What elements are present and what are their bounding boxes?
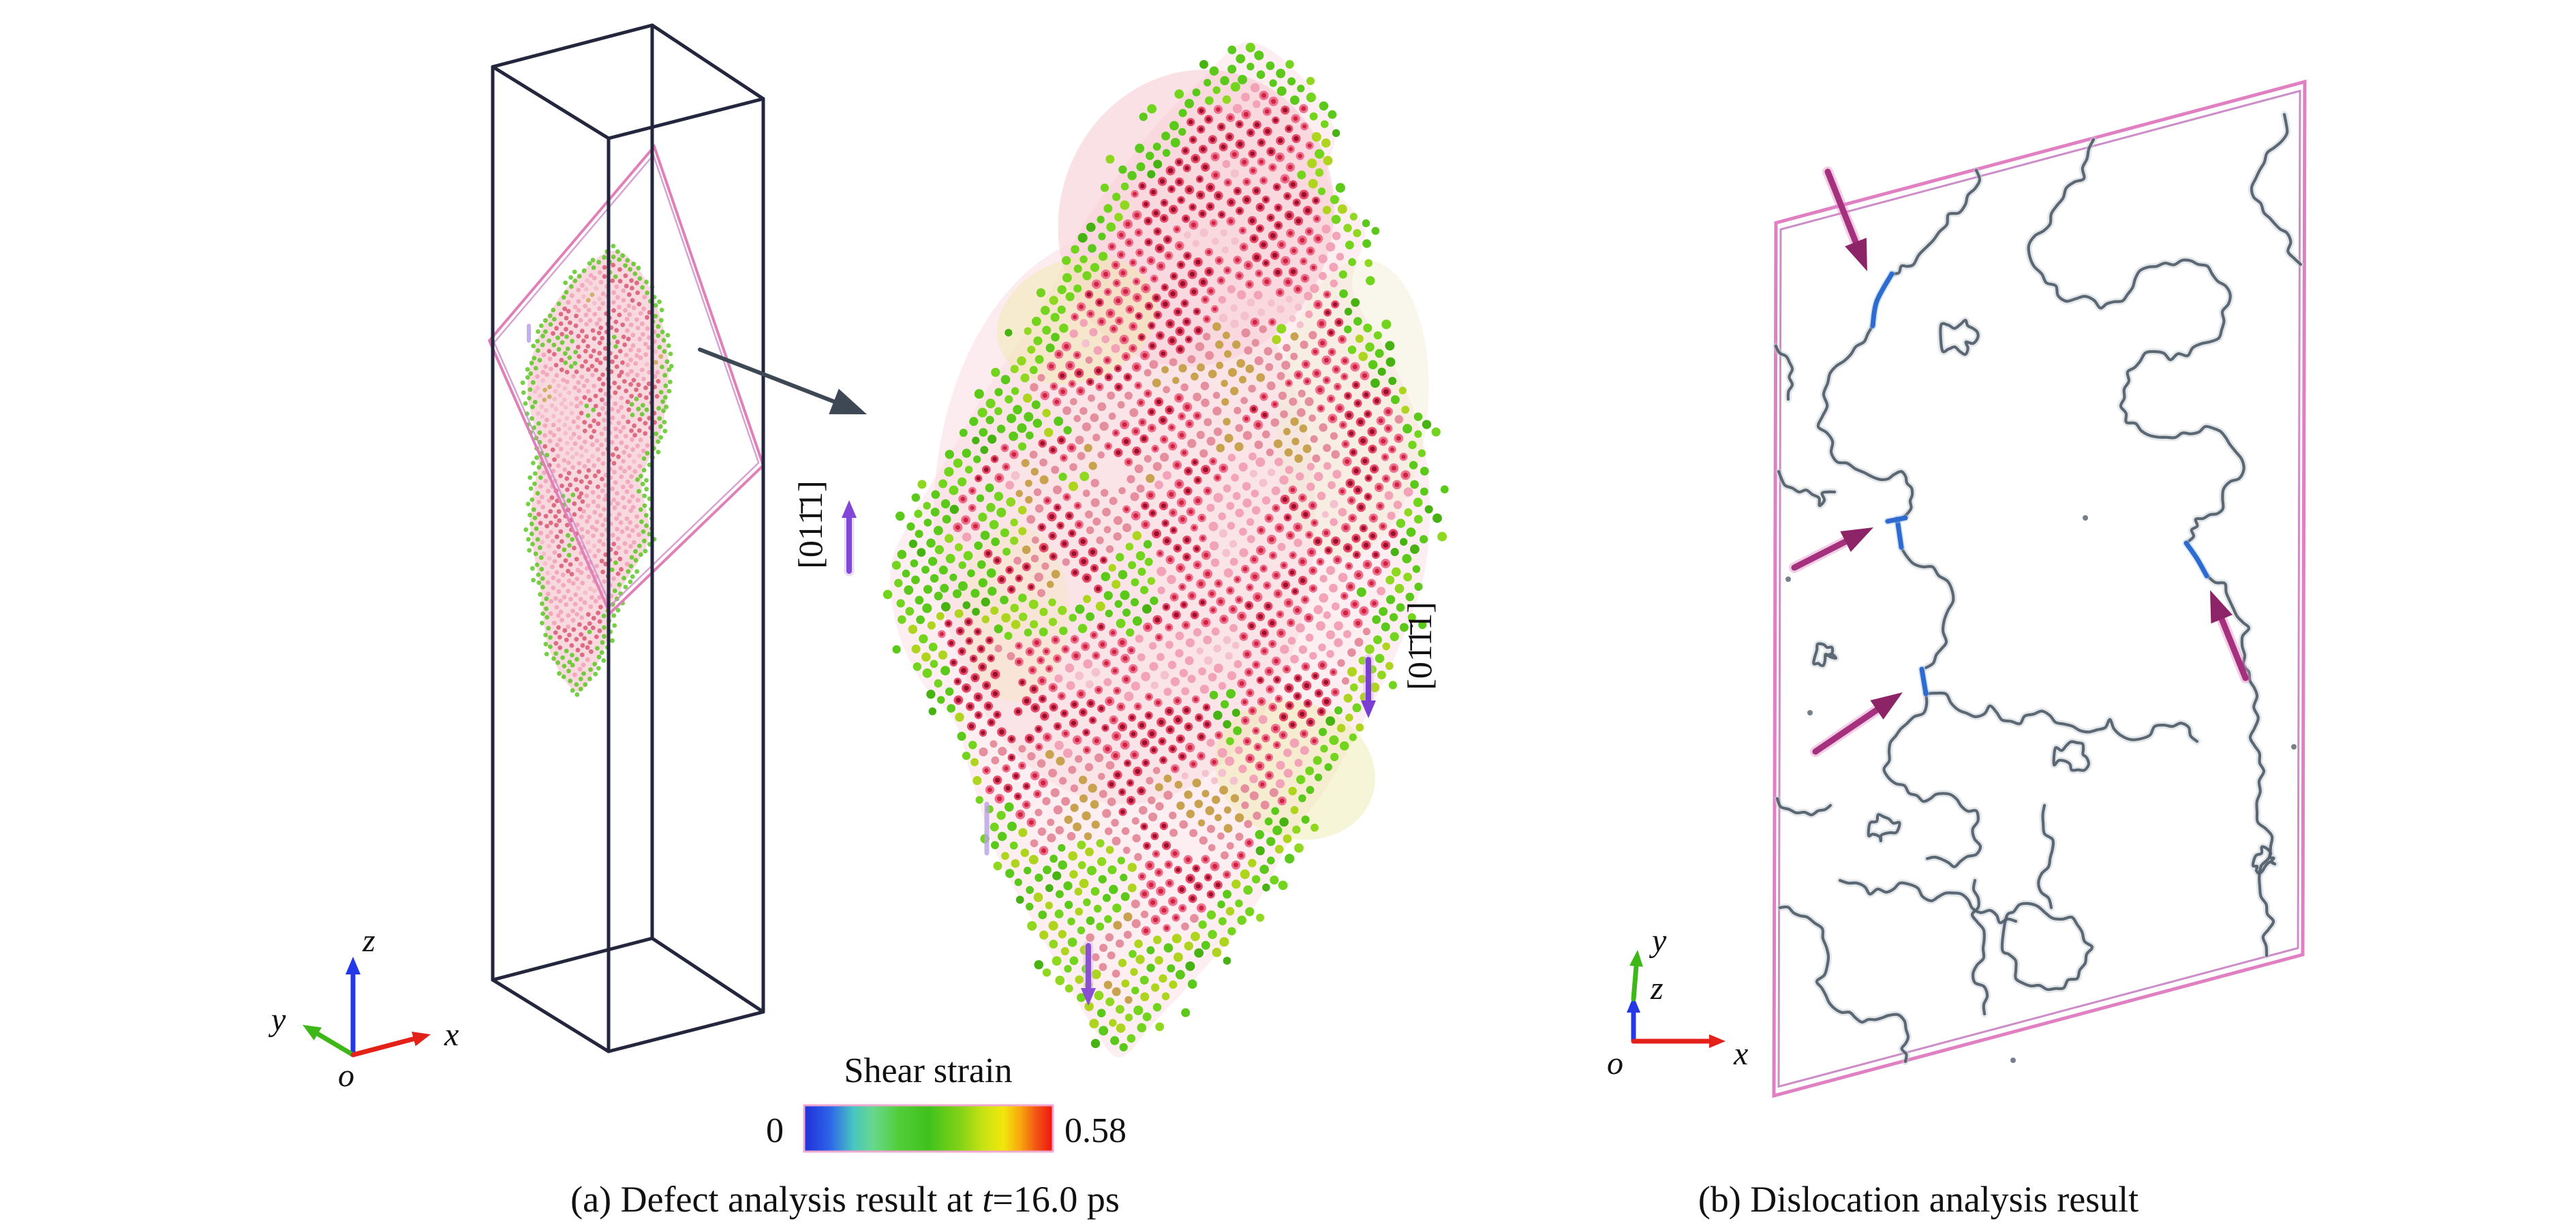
zoom-pointer-arrow [698,348,867,414]
direction-arrow-right [1361,654,1376,718]
dislocation-blue-segments [1869,270,2211,698]
caption-b: (b) Dislocation analysis result [1698,1179,2138,1220]
dislocation-arrow [2210,590,2251,683]
dislocation-network [1773,111,2304,1065]
dislocation-arrow [1810,692,1903,757]
dislocation-arrow [1789,527,1873,573]
y-axis-arrow [1629,950,1643,1002]
x-axis-arrow [1631,1034,1726,1048]
direction-arrow-bottom [1081,940,1096,1006]
axis-label-x: x [1733,1036,1748,1072]
axis-triad-b: y z x o [1607,923,1748,1081]
axis-label-y: y [268,1002,286,1038]
direction-marker-arrows [842,500,1376,1006]
y-axis-arrow [303,1025,356,1058]
panel-a: [011̄1] [01̄1̄1] Shear strain 0 0.58 z y… [268,23,1449,1220]
axis-label-y: y [1649,923,1667,959]
x-axis-arrow [350,1031,431,1058]
colorbar: Shear strain 0 0.58 [766,1051,1126,1153]
colorbar-min-label: 0 [766,1111,784,1150]
colorbar-title: Shear strain [844,1051,1013,1090]
direction-label-left: [011̄1] [791,480,829,569]
colorbar-max-label: 0.58 [1064,1111,1126,1150]
direction-label-right: [01̄1̄1] [1400,602,1439,690]
axis-label-origin: o [338,1058,354,1094]
panel-b: y z x o (b) Dislocation analysis result [1607,79,2307,1220]
colorbar-bar [803,1104,1054,1153]
simulation-box [491,23,765,1053]
axis-label-x: x [444,1017,459,1053]
caption-a: (a) Defect analysis result at t=16.0 ps [570,1179,1120,1220]
dislocation-pointer-arrows [1789,166,2251,757]
axis-label-z: z [362,923,375,959]
zoom-pointer-arrow [698,348,867,414]
axis-label-origin: o [1607,1045,1623,1081]
z-axis-arrow [1627,996,1640,1044]
shear-strain-cluster [883,42,1449,1058]
dislocation-arrow [1822,166,1867,271]
z-axis-arrow [346,957,361,1058]
direction-arrow-left [842,500,857,576]
axis-label-z: z [1650,970,1663,1006]
axis-triad-a: z y x o [268,923,459,1094]
